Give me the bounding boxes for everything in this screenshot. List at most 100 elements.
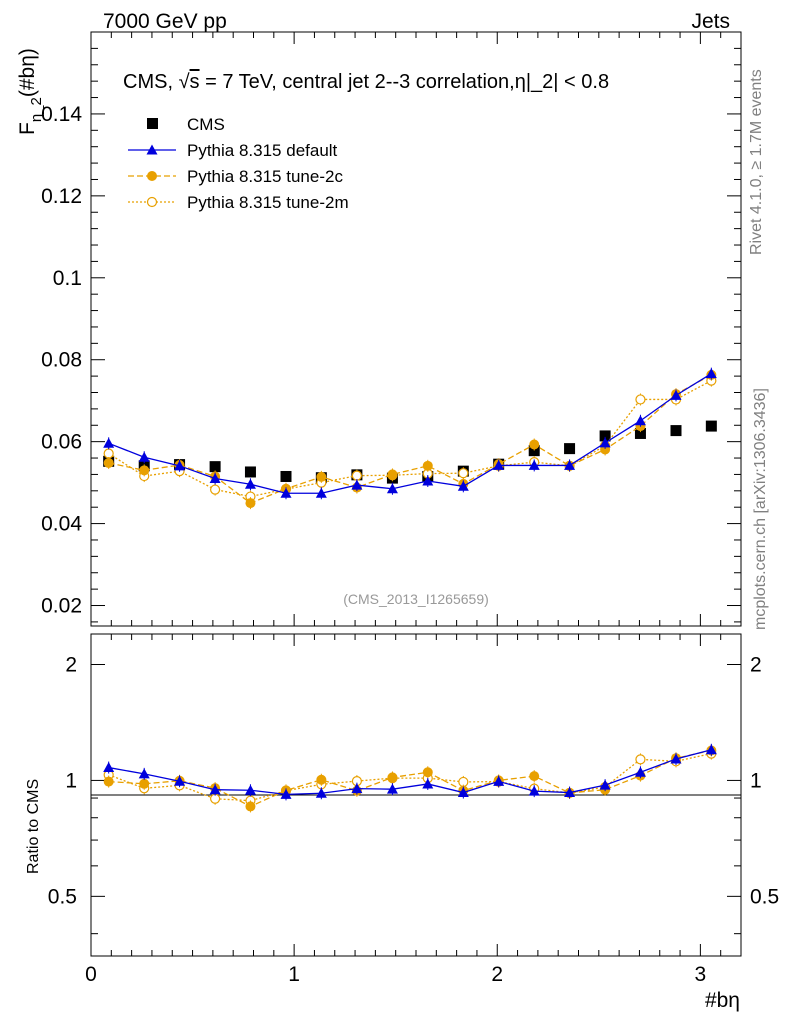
legend-label-tune2m: Pythia 8.315 tune-2m [187,193,349,212]
default-point [280,487,292,498]
ratio-y-axis-label: Ratio to CMS [25,779,42,874]
legend-label-default: Pythia 8.315 default [187,141,338,160]
ratio-default-point [244,784,256,795]
default-point [457,480,469,491]
ratio-default-point [351,783,363,794]
ratio-tune2c-point [245,801,256,812]
energy-label: 7000 GeV pp [103,10,227,33]
x-tick-label: 2 [491,963,503,986]
ratio-tick-label: 2 [65,653,77,676]
ratio-tick-label-right: 2 [750,653,762,676]
ratio-default-point [599,779,611,790]
tune2m-point [210,484,221,495]
y-tick-label: 0.14 [41,103,82,126]
ratio-default-point [103,762,115,773]
tune2m-point [351,470,362,481]
process-label: Jets [691,10,730,33]
default-point [705,368,717,379]
ratio-default-point [209,784,221,795]
default-point [493,459,505,470]
plot-title-eta: η [515,71,526,93]
ratio-data-layer [103,743,717,813]
legend-label-cms: CMS [187,115,225,134]
cms-point [705,420,717,432]
ratio-default-point [457,787,469,798]
ratio-default-point [705,744,717,755]
y-tick-label: 0.04 [41,513,82,536]
ratio-default-point [634,766,646,777]
ratio-default-point [528,785,540,796]
x-tick-label: 3 [695,963,707,986]
tune2c-line [108,374,712,504]
default-point [209,473,221,484]
y-axis-label-f: F [16,122,39,135]
x-tick-label: 1 [288,963,300,986]
plot-title-rest: = 7 TeV, central jet 2--3 correlation, [200,71,515,93]
ratio-default-point [422,778,434,789]
default-point [564,459,576,470]
ratio-default-point [386,783,398,794]
legend-marker-tune2c [147,171,157,181]
tune2c-point [529,439,540,450]
tune2c-point [139,465,150,476]
tune2c-point [422,460,433,471]
legend-marker-tune2m [146,196,158,208]
plot-title-sqrt: √ [179,71,190,93]
ratio-default-point [138,768,150,779]
y-tick-label: 0.02 [41,595,82,618]
ratio-tune2c-point [529,771,540,782]
ratio-tune2c-point [387,772,398,783]
plot-title-s: s [190,71,200,93]
tune2c-point [245,498,256,509]
legend: CMS Pythia 8.315 default Pythia 8.315 tu… [128,115,349,212]
default-line [108,373,712,494]
ratio-tick-label-right: 1 [750,769,762,792]
plot-title: CMS, √s = 7 TeV, central jet 2--3 correl… [123,71,609,93]
cms-point [244,466,256,478]
ratio-default-point [493,775,505,786]
ratio-default-line [108,749,712,796]
plot-title-prefix: CMS, [123,71,179,93]
x-axis-label: #bη [705,989,740,1012]
default-point [422,475,434,486]
cms-point [634,427,646,439]
mcplots-label: mcplots.cern.ch [arXiv:1306.3436] [752,388,769,630]
cms-point [528,445,540,457]
ratio-tune2c-point [103,776,114,787]
cms-point [209,461,221,473]
y-tick-label: 0.08 [41,349,82,372]
ratio-tune2c-point [316,774,327,785]
plot-title-tail: |_2| < 0.8 [526,71,609,93]
default-point [670,389,682,400]
y-axis-label-rest: (#bη) [16,48,39,97]
y-tick-label: 0.1 [53,267,82,290]
ratio-tick-label-right: 0.5 [750,885,779,908]
ratio-default-point [174,775,186,786]
ratio-tune2c-line [108,749,712,808]
y-tick-label: 0.12 [41,185,82,208]
cms-point [670,425,682,437]
default-point [386,483,398,494]
legend-label-tune2c: Pythia 8.315 tune-2c [187,167,343,186]
tune2c-point [387,469,398,480]
main-data-layer [103,367,717,510]
cms-point [280,470,292,482]
tune2m-point [458,468,469,479]
tune2c-point [316,471,327,482]
y-axis-label: Fη_2(#bη) [16,48,45,135]
y-axis-label-sub: η_2 [28,97,45,122]
rivet-label: Rivet 4.1.0, ≥ 1.7M events [748,69,765,255]
default-point [138,451,150,462]
default-point [174,460,186,471]
default-point [634,415,646,426]
ratio-default-point [280,788,292,799]
svg-text:Fη_2(#bη): Fη_2(#bη) [16,48,45,135]
legend-marker-cms [147,118,158,129]
tune2m-point [103,448,114,459]
cms-point [599,430,611,442]
tune2c-point [103,457,114,468]
cms-point [564,443,576,455]
default-point [528,459,540,470]
ratio-tune2m-line [108,752,712,802]
ratio-default-point [670,753,682,764]
